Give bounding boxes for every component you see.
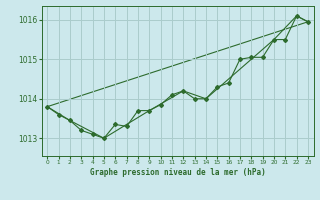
X-axis label: Graphe pression niveau de la mer (hPa): Graphe pression niveau de la mer (hPa)	[90, 168, 266, 177]
